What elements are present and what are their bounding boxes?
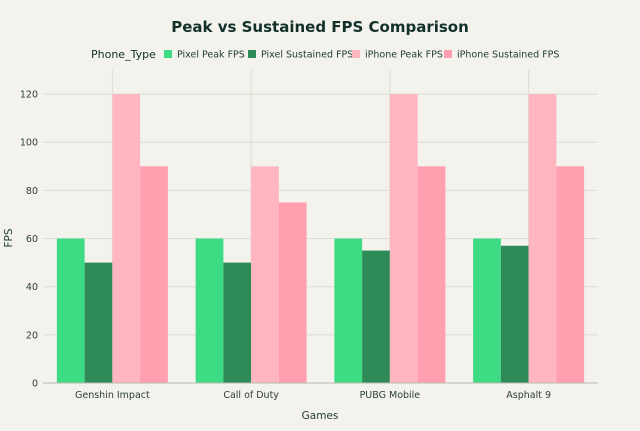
legend-swatch: [248, 50, 256, 58]
bar: [278, 202, 307, 383]
x-tick-label: Asphalt 9: [506, 390, 551, 401]
bar: [528, 94, 557, 384]
y-tick-label: 80: [26, 186, 38, 197]
bar: [334, 238, 363, 383]
bar: [84, 262, 113, 383]
x-tick-label: PUBG Mobile: [360, 390, 421, 401]
y-tick-label: 20: [26, 330, 38, 341]
legend-swatch: [352, 50, 360, 58]
legend: Phone_Type Pixel Peak FPS Pixel Sustained…: [91, 48, 559, 61]
y-tick-label: 100: [20, 138, 38, 149]
y-tick-label: 60: [26, 234, 38, 245]
x-tick-label: Call of Duty: [223, 390, 279, 401]
y-tick-label: 0: [32, 379, 38, 390]
x-tick-label: Genshin Impact: [75, 390, 150, 401]
bar: [389, 94, 418, 384]
bar: [223, 262, 252, 383]
y-axis-ticks: 0 20 40 60 80 100 120: [20, 90, 38, 390]
legend-label: Pixel Peak FPS: [177, 50, 245, 61]
y-axis-label: FPS: [3, 228, 15, 247]
legend-title: Phone_Type: [91, 48, 156, 61]
bar: [500, 245, 529, 383]
bar: [556, 166, 585, 383]
y-tick-label: 40: [26, 282, 38, 293]
legend-swatch: [164, 50, 172, 58]
legend-item: iPhone Sustained FPS: [444, 50, 559, 61]
bar: [112, 94, 141, 384]
legend-label: iPhone Peak FPS: [365, 50, 443, 61]
chart-title: Peak vs Sustained FPS Comparison: [171, 18, 469, 36]
legend-item: iPhone Peak FPS: [352, 50, 443, 61]
legend-item: Pixel Peak FPS: [164, 50, 245, 61]
x-axis-label: Games: [302, 410, 339, 422]
bar: [56, 238, 85, 383]
bar: [362, 250, 390, 383]
bars: [43, 94, 598, 384]
legend-swatch: [444, 50, 452, 58]
bar: [417, 166, 446, 383]
bar: [473, 238, 501, 383]
x-axis-ticks: Genshin Impact Call of Duty PUBG Mobile Asp…: [75, 390, 551, 401]
y-tick-label: 120: [20, 90, 38, 101]
bar: [195, 238, 224, 383]
legend-label: iPhone Sustained FPS: [457, 50, 559, 61]
bar: [140, 166, 168, 383]
legend-label: Pixel Sustained FPS: [261, 50, 353, 61]
legend-item: Pixel Sustained FPS: [248, 50, 353, 61]
bar: [251, 166, 279, 383]
